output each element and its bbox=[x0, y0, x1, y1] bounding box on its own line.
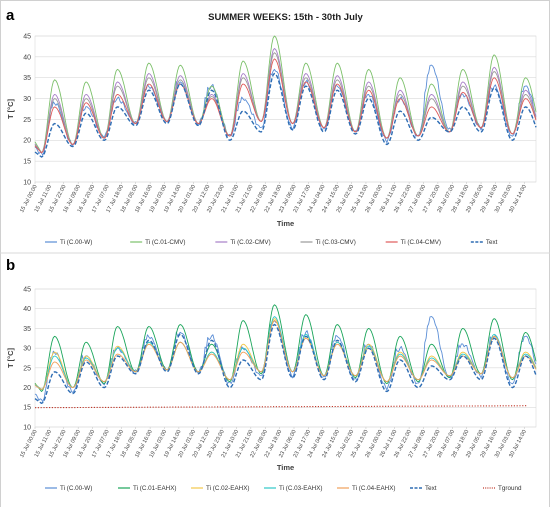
y-tick-label: 40 bbox=[23, 306, 31, 313]
x-axis-label: Time bbox=[277, 463, 294, 472]
series-group bbox=[34, 35, 537, 158]
chart-title: SUMMER WEEKS: 15th - 30th July bbox=[208, 12, 363, 23]
legend-entry: Ti (C.01-CMV) bbox=[145, 239, 185, 246]
legend-entry: Text bbox=[486, 239, 498, 246]
legend-entry: Ti (C.00-W) bbox=[60, 485, 92, 492]
y-tick-label: 15 bbox=[23, 159, 31, 166]
legend-entry: Ti (C.03-EAHX) bbox=[279, 485, 323, 492]
legend-entry: Ti (C.02-EAHX) bbox=[206, 485, 250, 492]
legend-entry: Ti (C.00-W) bbox=[60, 239, 92, 246]
series-line bbox=[34, 72, 537, 158]
y-tick-label: 30 bbox=[23, 96, 31, 103]
y-tick-label: 40 bbox=[23, 54, 31, 61]
y-tick-label: 10 bbox=[23, 424, 31, 431]
series-line bbox=[34, 320, 537, 390]
y-axis-label: T [°C] bbox=[6, 98, 15, 119]
y-tick-label: 35 bbox=[23, 326, 31, 333]
legend: Ti (C.00-W) Ti (C.01-CMV) Ti (C.02-CMV) Ti … bbox=[45, 239, 498, 246]
y-tick-label: 25 bbox=[23, 365, 31, 372]
x-axis-label: Time bbox=[277, 219, 294, 228]
series-line bbox=[34, 323, 537, 404]
y-tick-label: 20 bbox=[23, 385, 31, 392]
y-tick-label: 35 bbox=[23, 75, 31, 82]
legend-entry: Tground bbox=[498, 485, 522, 492]
series-line bbox=[34, 405, 527, 409]
panel-letter-b: b bbox=[6, 257, 15, 274]
series-line bbox=[34, 58, 537, 154]
y-tick-label: 15 bbox=[23, 405, 31, 412]
legend-entry: Ti (C.04-EAHX) bbox=[352, 485, 396, 492]
legend-entry: Ti (C.02-CMV) bbox=[230, 239, 270, 246]
y-axis-label: T [°C] bbox=[6, 347, 15, 368]
y-tick-label: 25 bbox=[23, 117, 31, 124]
y-tick-label: 45 bbox=[23, 33, 31, 40]
legend-entry: Ti (C.03-CMV) bbox=[316, 239, 356, 246]
y-tick-label: 30 bbox=[23, 346, 31, 353]
legend-entry: Ti (C.01-EAHX) bbox=[133, 485, 177, 492]
panel-letter-a: a bbox=[6, 7, 15, 24]
legend: Ti (C.00-W) Ti (C.01-EAHX) Ti (C.02-EAHX) T… bbox=[45, 485, 522, 492]
series-group bbox=[34, 304, 537, 409]
y-tick-label: 45 bbox=[23, 286, 31, 293]
y-tick-label: 10 bbox=[23, 179, 31, 186]
legend-entry: Ti (C.04-CMV) bbox=[401, 239, 441, 246]
y-tick-label: 20 bbox=[23, 138, 31, 145]
legend-entry: Text bbox=[425, 485, 437, 492]
